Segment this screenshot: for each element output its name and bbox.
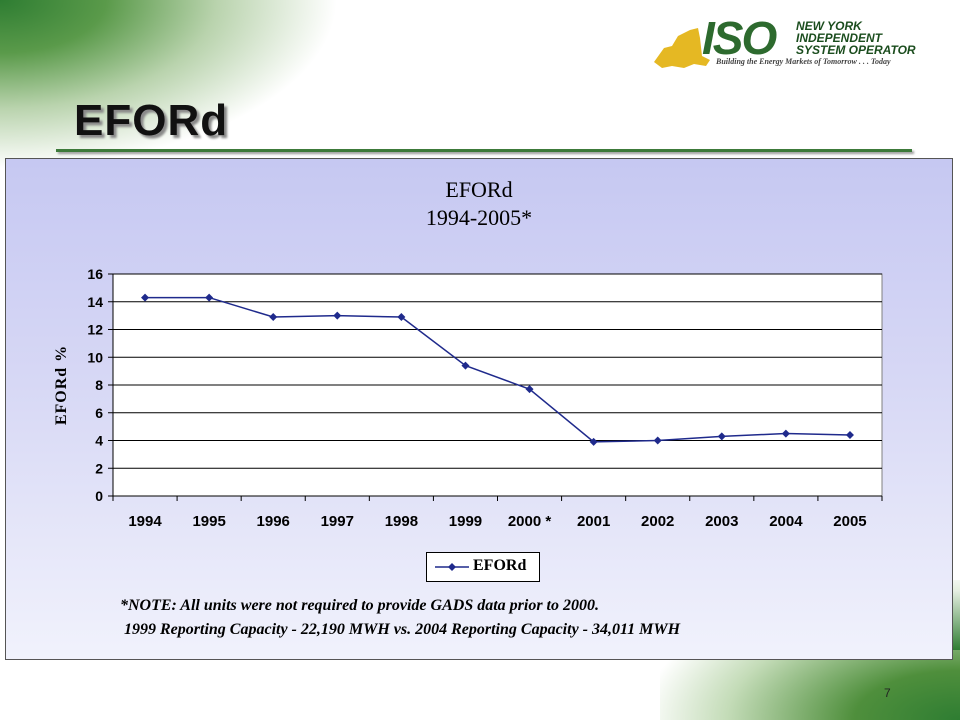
x-tick-label: 1998 [385,513,418,530]
x-tick-label: 1997 [321,513,354,530]
new-york-state-icon [654,28,710,68]
series-line-eford [145,296,850,443]
x-tick-label: 2005 [833,513,866,530]
x-tick-label: 2004 [769,513,803,530]
y-tick-label: 14 [87,294,103,310]
logo-tagline: Building the Energy Markets of Tomorrow … [716,57,891,66]
data-point [781,429,790,438]
data-point [269,313,278,322]
logo-line-2: INDEPENDENT [796,31,883,45]
y-axis-label: EFORd % [53,345,70,425]
y-tick-label: 4 [95,433,103,449]
logo-line-3: SYSTEM OPERATOR [796,43,916,57]
y-tick-label: 10 [87,349,103,365]
chart-note-2: 1999 Reporting Capacity - 22,190 MWH vs.… [124,621,681,638]
data-point [397,313,406,322]
data-point [205,293,214,302]
data-point [141,293,150,302]
x-tick-label: 1996 [257,513,290,530]
logo-iso-word: ISO [702,12,777,64]
data-point [845,430,854,439]
chart-legend: EFORd [426,552,540,582]
x-tick-label: 1995 [192,513,225,530]
chart-area: EFORd 1994-2005* 0 2 4 6 8 10 12 14 16 1994 1995 19… [5,158,953,660]
data-point [653,436,662,445]
corner-gradient-top-left [0,0,340,170]
chart-title: EFORd [445,177,513,202]
chart-note-1: *NOTE: All units were not required to pr… [120,597,599,614]
data-point [589,437,598,446]
y-tick-label: 16 [87,266,103,282]
line-chart: 0 2 4 6 8 10 12 14 16 1994 1995 1996 1997 1998 1999 200… [53,266,883,530]
y-tick-label: 6 [95,405,103,421]
x-tick-label: 1999 [449,513,482,530]
y-tick-label: 0 [95,488,103,504]
legend-label: EFORd [473,557,527,574]
data-point [717,432,726,441]
legend-marker-icon [435,563,469,571]
slide-title: EFORd [74,96,229,145]
y-tick-label: 8 [95,377,103,393]
y-tick-label: 12 [87,322,103,338]
chart-subtitle: 1994-2005* [425,205,533,230]
logo-org-name: NEW YORK INDEPENDENT SYSTEM OPERATOR [796,20,916,56]
x-tick-label: 2000 * [508,513,552,530]
y-tick-label: 2 [95,460,103,476]
data-point [461,361,470,370]
data-point [333,311,342,320]
x-tick-label: 2002 [641,513,674,530]
logo-line-1: NEW YORK [796,19,862,33]
x-tick-label: 2003 [705,513,738,530]
title-underline [56,149,912,152]
x-tick-label: 1994 [128,513,162,530]
data-point [525,385,534,394]
page-number: 7 [884,686,891,700]
x-tick-label: 2001 [577,513,610,530]
